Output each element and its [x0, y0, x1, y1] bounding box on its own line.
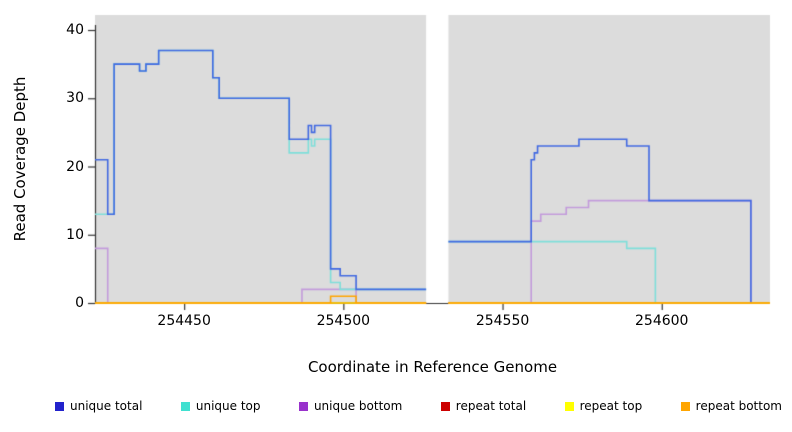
legend-label: unique total — [70, 399, 143, 413]
legend-item-unique-top: unique top — [180, 399, 261, 413]
legend-item-repeat-top: repeat top — [564, 399, 643, 413]
x-tick-label: 254550 — [475, 313, 530, 329]
legend-label: unique bottom — [313, 399, 403, 413]
legend-label: unique top — [195, 399, 261, 413]
legend-label: repeat bottom — [695, 399, 782, 413]
legend-label: repeat top — [579, 399, 643, 413]
legend-item-repeat-bottom: repeat bottom — [680, 399, 782, 413]
y-tick-label: 10 — [66, 226, 84, 243]
legend-swatch-icon — [440, 401, 450, 411]
y-tick-label: 0 — [75, 295, 84, 311]
legend-swatch-icon — [180, 401, 190, 411]
x-tick-label: 254500 — [316, 313, 371, 329]
legend-item-unique-total: unique total — [55, 399, 142, 413]
y-tick-label: 40 — [66, 22, 84, 38]
y-axis-label: Read Coverage Depth — [11, 76, 29, 242]
legend-item-unique-bottom: unique bottom — [298, 399, 403, 413]
legend-swatch-icon — [564, 401, 574, 411]
legend-swatch-icon — [55, 401, 64, 411]
x-axis-label: Coordinate in Reference Genome — [307, 358, 558, 376]
legend-label: repeat total — [455, 399, 527, 413]
legend-item-repeat-total: repeat total — [440, 399, 527, 413]
legend: unique total unique top unique bottom repea… — [55, 399, 782, 413]
y-tick-label: 20 — [66, 158, 84, 175]
legend-swatch-icon — [680, 401, 690, 411]
y-tick-label: 30 — [66, 90, 84, 107]
legend-swatch-icon — [298, 401, 308, 411]
x-tick-label: 254600 — [635, 313, 689, 329]
x-tick-label: 254450 — [157, 313, 211, 329]
